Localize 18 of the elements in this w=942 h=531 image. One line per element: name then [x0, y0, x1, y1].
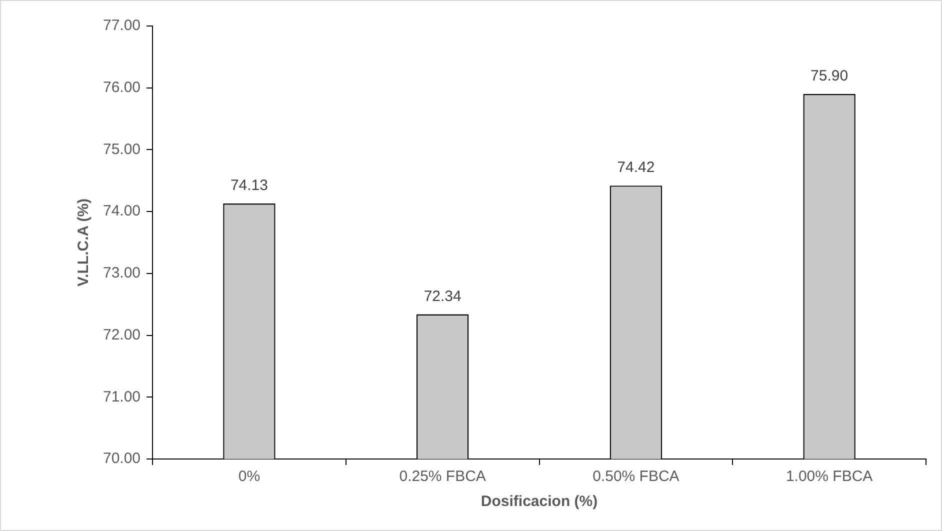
- y-tick-label: 70.00: [102, 450, 141, 468]
- data-label: 72.34: [424, 288, 462, 305]
- data-label: 74.42: [617, 159, 655, 176]
- x-axis-title: Dosificacion (%): [480, 493, 598, 510]
- x-tick-label: 0%: [238, 468, 260, 486]
- data-label: 74.13: [230, 177, 268, 194]
- y-tick-label: 73.00: [102, 264, 141, 282]
- y-tick-label: 72.00: [102, 326, 141, 344]
- y-tick-label: 77.00: [102, 17, 141, 34]
- y-tick-label: 74.00: [102, 202, 141, 220]
- y-axis-title: V.LL.C.A (%): [75, 198, 92, 287]
- y-tick-label: 76.00: [102, 79, 141, 96]
- x-tick-label: 0.50% FBCA: [592, 468, 680, 486]
- data-label: 75.90: [810, 68, 848, 85]
- y-tick-label: 71.00: [102, 388, 141, 406]
- y-tick-label: 75.00: [102, 140, 141, 158]
- x-tick-label: 0.25% FBCA: [399, 468, 486, 486]
- x-tick-label: 1.00% FBCA: [786, 468, 873, 486]
